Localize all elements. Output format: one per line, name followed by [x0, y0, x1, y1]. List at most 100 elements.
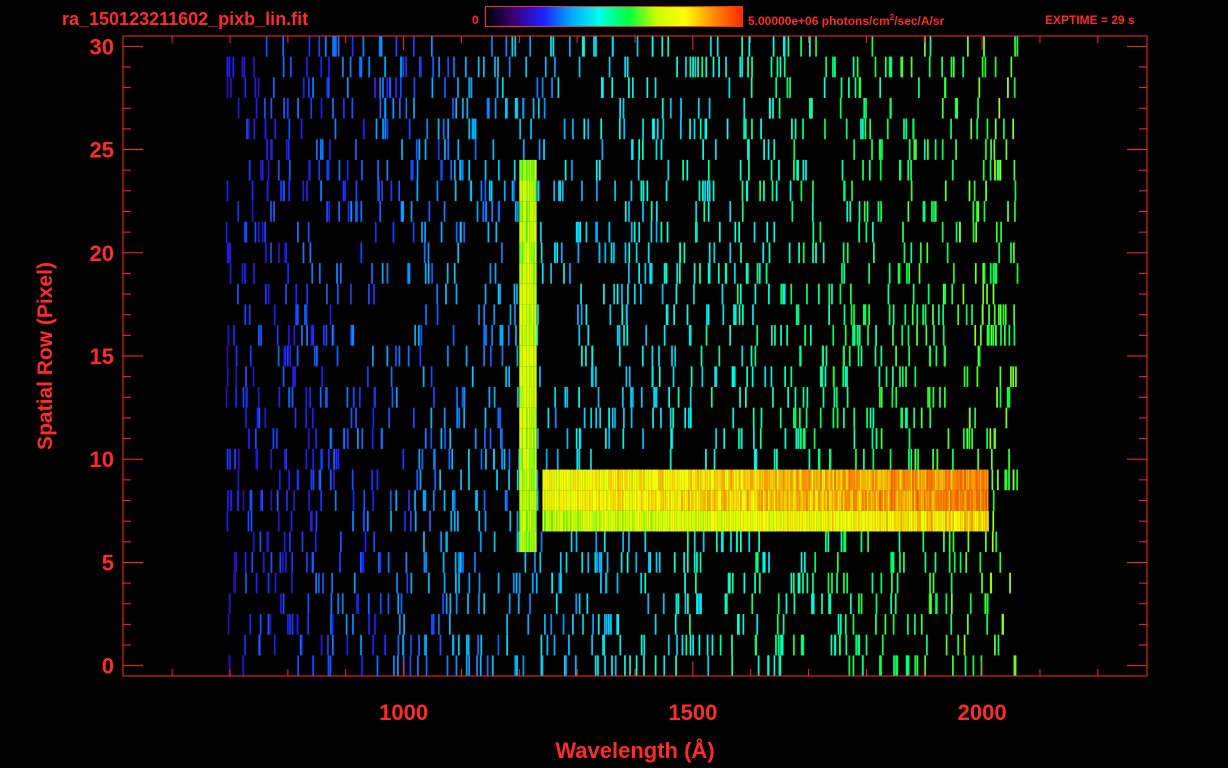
heatmap-cell	[790, 572, 793, 594]
heatmap-cell	[981, 56, 984, 78]
heatmap-cell	[581, 180, 583, 202]
heatmap-cell	[922, 201, 925, 222]
heatmap-cell	[989, 428, 992, 449]
heatmap-cell	[526, 448, 528, 470]
heatmap-cell	[477, 634, 480, 656]
heatmap-cell	[904, 304, 907, 326]
heatmap-cell	[533, 201, 535, 222]
heatmap-cell	[736, 283, 739, 305]
heatmap-cell	[439, 634, 442, 656]
heatmap-cell	[863, 448, 865, 470]
heatmap-cell	[521, 325, 523, 346]
heatmap-cell	[529, 366, 532, 387]
heatmap-cell	[266, 139, 269, 160]
heatmap-cell	[656, 469, 659, 491]
heatmap-cell	[568, 490, 571, 511]
heatmap-cell	[802, 490, 805, 511]
heatmap-cell	[579, 221, 582, 243]
heatmap-cell	[360, 552, 363, 573]
heatmap-cell	[553, 180, 556, 202]
heatmap-cell	[746, 263, 749, 284]
heatmap-cell	[397, 655, 399, 676]
heatmap-cell	[538, 139, 541, 160]
heatmap-cell	[1013, 77, 1016, 98]
heatmap-cell	[582, 614, 584, 635]
heatmap-cell	[839, 97, 842, 119]
heatmap-cell	[650, 201, 653, 222]
heatmap-cell	[860, 593, 863, 615]
heatmap-cell	[663, 510, 666, 532]
heatmap-cell	[856, 56, 859, 78]
heatmap-cell	[321, 139, 324, 160]
heatmap-cell	[677, 510, 680, 532]
heatmap-cell	[893, 490, 895, 511]
heatmap-cell	[920, 614, 923, 635]
heatmap-cell	[929, 572, 931, 594]
heatmap-cell	[629, 490, 631, 511]
heatmap-cell	[785, 510, 788, 532]
heatmap-cell	[839, 283, 842, 305]
heatmap-cell	[563, 510, 565, 532]
heatmap-cell	[419, 56, 422, 78]
heatmap-cell	[926, 510, 928, 532]
heatmap-cell	[670, 469, 673, 491]
heatmap-cell	[410, 634, 412, 656]
heatmap-cell	[944, 77, 947, 98]
heatmap-cell	[350, 283, 352, 305]
heatmap-cell	[483, 304, 486, 326]
heatmap-cell	[377, 159, 379, 181]
heatmap-cell	[534, 428, 537, 449]
heatmap-cell	[709, 510, 711, 532]
heatmap-cell	[580, 510, 583, 532]
heatmap-cell	[700, 490, 703, 511]
heatmap-cell	[527, 386, 530, 408]
heatmap-cell	[762, 510, 765, 532]
heatmap-cell	[872, 490, 874, 511]
heatmap-cell	[516, 386, 519, 408]
heatmap-cell	[812, 180, 814, 202]
heatmap-cell	[453, 263, 456, 284]
heatmap-cell	[618, 345, 621, 367]
heatmap-cell	[894, 469, 897, 491]
heatmap-cell	[644, 263, 647, 284]
heatmap-cell	[424, 428, 427, 449]
heatmap-cell	[478, 510, 481, 532]
heatmap-cell	[986, 593, 989, 615]
heatmap-cell	[700, 345, 703, 367]
heatmap-cell	[524, 407, 527, 429]
heatmap-cell	[947, 428, 950, 449]
heatmap-cell	[526, 469, 528, 491]
heatmap-cell	[825, 56, 828, 78]
heatmap-cell	[746, 366, 749, 387]
heatmap-cell	[886, 469, 888, 491]
heatmap-cell	[780, 510, 782, 532]
heatmap-cell	[343, 97, 345, 119]
heatmap-cell	[414, 510, 417, 532]
heatmap-cell	[601, 469, 604, 491]
heatmap-cell	[386, 263, 389, 284]
heatmap-cell	[676, 56, 678, 78]
heatmap-cell	[933, 201, 935, 222]
heatmap-cell	[1000, 325, 1002, 346]
heatmap-cell	[783, 283, 786, 305]
heatmap-cell	[867, 325, 869, 346]
heatmap-cell	[695, 221, 697, 243]
heatmap-cell	[628, 366, 631, 387]
heatmap-cell	[809, 510, 812, 532]
heatmap-cell	[376, 655, 379, 676]
heatmap-cell	[925, 325, 928, 346]
heatmap-cell	[580, 283, 582, 305]
heatmap-cell	[724, 510, 727, 532]
heatmap-cell	[531, 221, 534, 243]
heatmap-cell	[731, 655, 734, 676]
heatmap-cell	[983, 490, 986, 511]
heatmap-cell	[296, 304, 299, 326]
heatmap-cell	[402, 56, 405, 78]
heatmap-cell	[651, 118, 654, 140]
heatmap-cell	[471, 366, 474, 387]
heatmap-cell	[691, 469, 694, 491]
heatmap-cell	[531, 242, 534, 264]
heatmap-cell	[693, 469, 696, 491]
heatmap-cell	[693, 283, 695, 305]
heatmap-cell	[775, 490, 777, 511]
